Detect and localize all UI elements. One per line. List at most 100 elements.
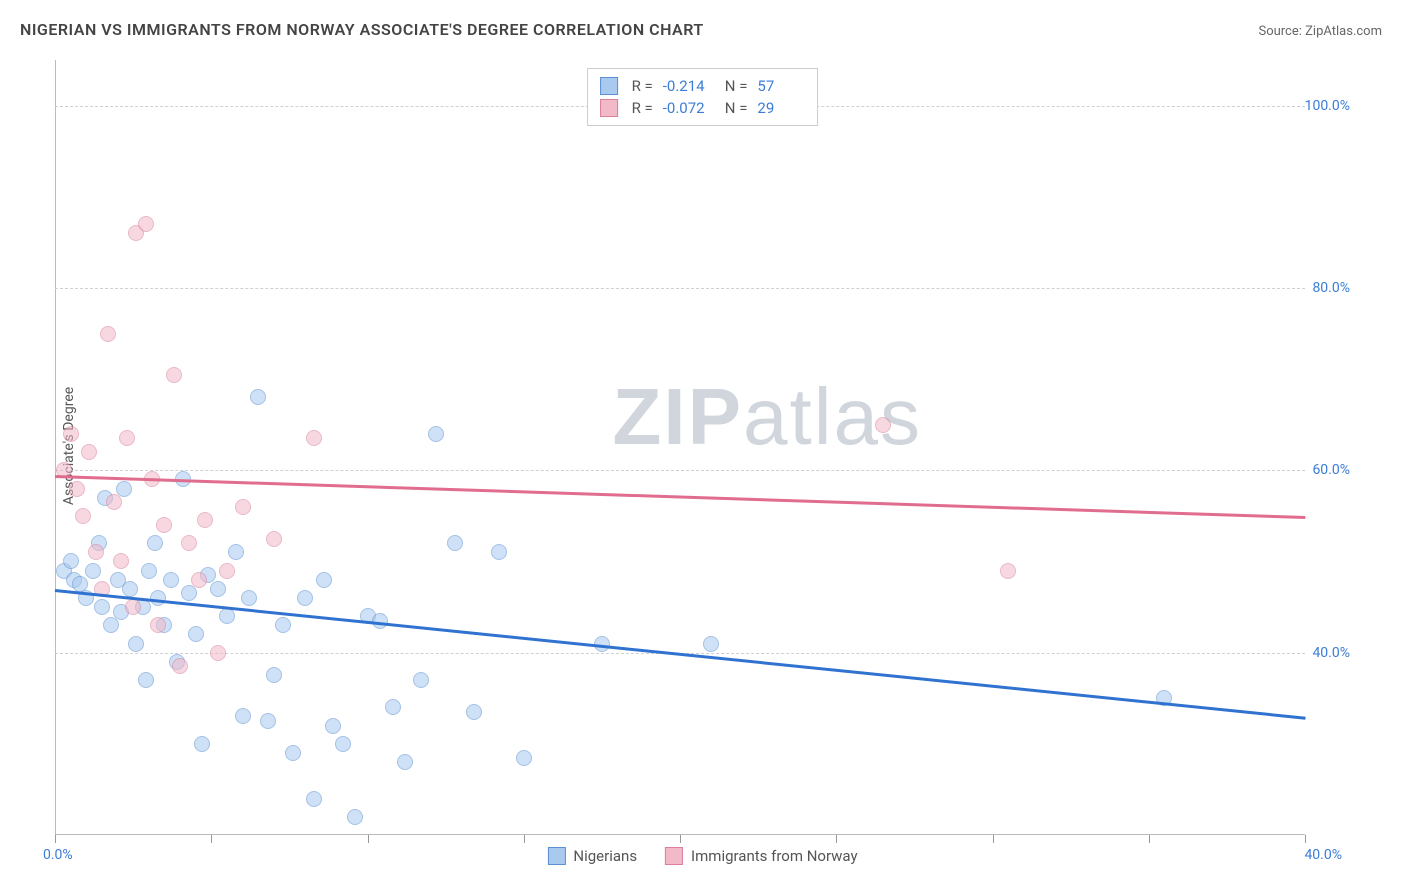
data-point xyxy=(69,481,85,497)
data-point xyxy=(285,745,301,761)
data-point xyxy=(235,708,251,724)
data-point xyxy=(138,216,154,232)
data-point xyxy=(85,563,101,579)
data-point xyxy=(181,585,197,601)
data-point xyxy=(181,535,197,551)
r-value-series-2: -0.072 xyxy=(663,99,711,117)
gridline xyxy=(55,470,1305,471)
n-value-series-2: 29 xyxy=(757,99,805,117)
data-point xyxy=(491,544,507,560)
data-point xyxy=(210,581,226,597)
legend-item-2: Immigrants from Norway xyxy=(665,847,858,865)
data-point xyxy=(266,667,282,683)
data-point xyxy=(235,499,251,515)
data-point xyxy=(325,718,341,734)
y-tick-label: 80.0% xyxy=(1295,280,1350,296)
data-point xyxy=(219,608,235,624)
data-point xyxy=(219,563,235,579)
data-point xyxy=(166,367,182,383)
data-point xyxy=(156,517,172,533)
gridline xyxy=(55,288,1305,289)
data-point xyxy=(94,599,110,615)
data-point xyxy=(163,572,179,588)
y-tick-label: 60.0% xyxy=(1295,462,1350,478)
legend-label-2: Immigrants from Norway xyxy=(691,847,858,865)
y-tick-label: 100.0% xyxy=(1295,98,1350,114)
data-point xyxy=(113,553,129,569)
data-point xyxy=(210,645,226,661)
n-label: N = xyxy=(725,99,748,117)
data-point xyxy=(516,750,532,766)
data-point xyxy=(150,590,166,606)
legend-label-1: Nigerians xyxy=(573,847,637,865)
source-attribution: Source: ZipAtlas.com xyxy=(1258,24,1382,39)
data-point xyxy=(81,444,97,460)
data-point xyxy=(63,553,79,569)
x-tick xyxy=(368,835,369,843)
source-name: ZipAtlas.com xyxy=(1305,24,1382,39)
x-tick xyxy=(993,835,994,843)
x-axis-min-label: 0.0% xyxy=(43,847,73,863)
data-point xyxy=(147,535,163,551)
data-point xyxy=(875,417,891,433)
data-point xyxy=(141,563,157,579)
data-point xyxy=(306,430,322,446)
data-point xyxy=(191,572,207,588)
stats-row-series-2: R = -0.072 N = 29 xyxy=(600,97,806,119)
n-value-series-1: 57 xyxy=(757,77,805,95)
data-point xyxy=(447,535,463,551)
data-point xyxy=(150,617,166,633)
chart-title: NIGERIAN VS IMMIGRANTS FROM NORWAY ASSOC… xyxy=(20,20,704,39)
data-point xyxy=(250,389,266,405)
legend-swatch-1 xyxy=(547,847,565,865)
data-point xyxy=(703,636,719,652)
data-point xyxy=(385,699,401,715)
source-prefix: Source: xyxy=(1258,24,1305,39)
data-point xyxy=(128,636,144,652)
data-point xyxy=(306,791,322,807)
data-point xyxy=(260,713,276,729)
data-point xyxy=(88,544,104,560)
data-point xyxy=(100,326,116,342)
r-label: R = xyxy=(632,77,653,95)
data-point xyxy=(275,617,291,633)
data-point xyxy=(106,494,122,510)
data-point xyxy=(228,544,244,560)
n-label: N = xyxy=(725,77,748,95)
data-point xyxy=(138,672,154,688)
data-point xyxy=(188,626,204,642)
legend-swatch-2 xyxy=(665,847,683,865)
x-tick xyxy=(680,835,681,843)
data-point xyxy=(194,736,210,752)
data-point xyxy=(197,512,213,528)
trend-line xyxy=(55,589,1305,719)
stats-legend-box: R = -0.214 N = 57 R = -0.072 N = 29 xyxy=(587,68,819,126)
data-point xyxy=(119,430,135,446)
x-tick xyxy=(1149,835,1150,843)
data-point xyxy=(103,617,119,633)
data-point xyxy=(75,508,91,524)
data-point xyxy=(125,599,141,615)
data-point xyxy=(116,481,132,497)
x-axis-max-label: 40.0% xyxy=(1304,847,1342,863)
chart-plot-area: ZIPatlas R = -0.214 N = 57 R = -0.072 N … xyxy=(55,60,1350,835)
data-point xyxy=(1000,563,1016,579)
legend-item-1: Nigerians xyxy=(547,847,637,865)
r-value-series-1: -0.214 xyxy=(663,77,711,95)
r-label: R = xyxy=(632,99,653,117)
x-tick xyxy=(1305,835,1306,843)
x-tick xyxy=(55,835,56,843)
data-point xyxy=(63,426,79,442)
data-point xyxy=(297,590,313,606)
y-tick-label: 40.0% xyxy=(1295,645,1350,661)
swatch-series-2 xyxy=(600,99,618,117)
data-point xyxy=(266,531,282,547)
legend-bottom: Nigerians Immigrants from Norway xyxy=(547,847,857,865)
data-point xyxy=(172,658,188,674)
data-point xyxy=(397,754,413,770)
data-point xyxy=(413,672,429,688)
data-point xyxy=(335,736,351,752)
data-point xyxy=(122,581,138,597)
data-point xyxy=(241,590,257,606)
x-tick xyxy=(524,835,525,843)
